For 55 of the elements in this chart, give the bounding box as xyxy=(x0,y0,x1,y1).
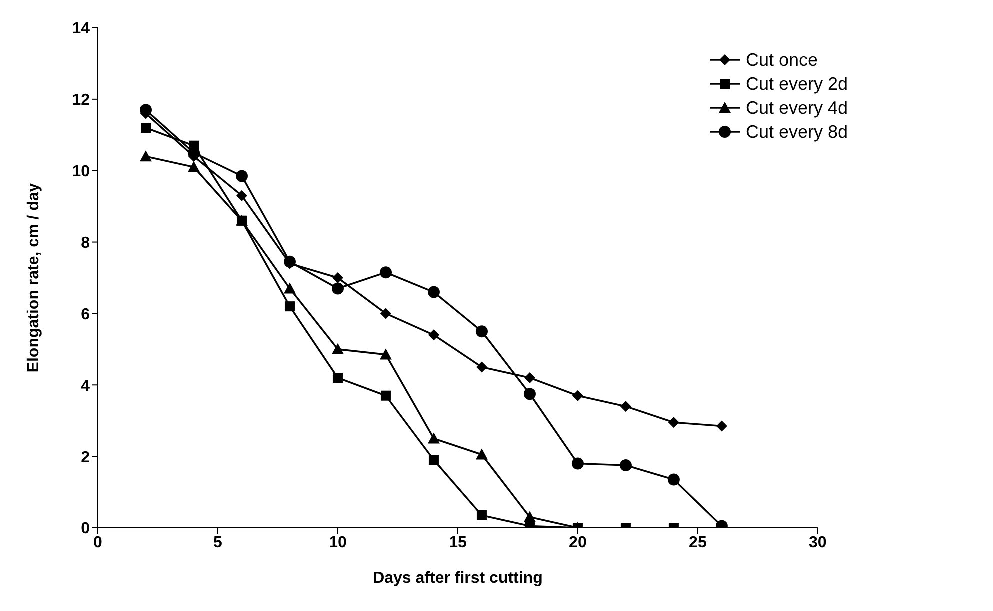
point xyxy=(380,308,392,320)
point xyxy=(668,417,680,428)
point xyxy=(284,256,296,268)
x-tick-label: 25 xyxy=(689,534,707,552)
point xyxy=(668,474,680,486)
point xyxy=(428,286,440,298)
x-tick-label: 10 xyxy=(329,534,347,552)
y-tick-label: 8 xyxy=(81,234,90,252)
point xyxy=(572,458,584,470)
point xyxy=(716,420,728,432)
point xyxy=(428,455,439,466)
point xyxy=(572,390,584,402)
x-axis-title: Days after first cutting xyxy=(373,570,543,587)
legend-label: Cut once xyxy=(746,50,818,70)
point xyxy=(332,282,344,295)
point xyxy=(476,448,488,460)
y-tick-label: 2 xyxy=(81,449,90,466)
legend-label: Cut every 8d xyxy=(746,122,848,142)
point xyxy=(524,511,536,522)
point xyxy=(236,190,248,202)
point xyxy=(476,326,488,338)
y-tick-label: 10 xyxy=(72,164,90,181)
x-tick-label: 30 xyxy=(809,534,827,552)
point xyxy=(380,266,392,279)
point xyxy=(284,282,296,294)
point xyxy=(476,362,488,373)
legend-label: Cut every 4d xyxy=(746,98,848,118)
y-tick-label: 12 xyxy=(72,92,90,110)
x-tick-label: 5 xyxy=(214,534,223,552)
y-tick-label: 0 xyxy=(81,520,90,538)
point xyxy=(620,460,632,472)
point xyxy=(524,388,536,400)
y-tick-label: 4 xyxy=(81,378,90,395)
point xyxy=(428,330,440,341)
y-tick-label: 6 xyxy=(81,306,90,324)
legend-label: Cut every 2d xyxy=(746,74,848,94)
point xyxy=(140,123,151,133)
x-tick-label: 0 xyxy=(94,534,103,552)
x-tick-label: 20 xyxy=(569,534,587,552)
point xyxy=(380,348,392,360)
point xyxy=(332,272,344,284)
point xyxy=(332,343,344,354)
point xyxy=(428,432,440,444)
point xyxy=(236,170,248,182)
point xyxy=(140,150,152,162)
point xyxy=(524,372,536,384)
point xyxy=(620,401,632,412)
point xyxy=(332,373,343,383)
point xyxy=(476,510,487,520)
point xyxy=(380,390,391,401)
point xyxy=(188,161,200,172)
y-tick-label: 14 xyxy=(72,20,90,38)
x-tick-label: 15 xyxy=(449,534,467,552)
y-axis-title: Elongation rate, cm / day xyxy=(26,183,43,373)
point xyxy=(284,302,295,312)
